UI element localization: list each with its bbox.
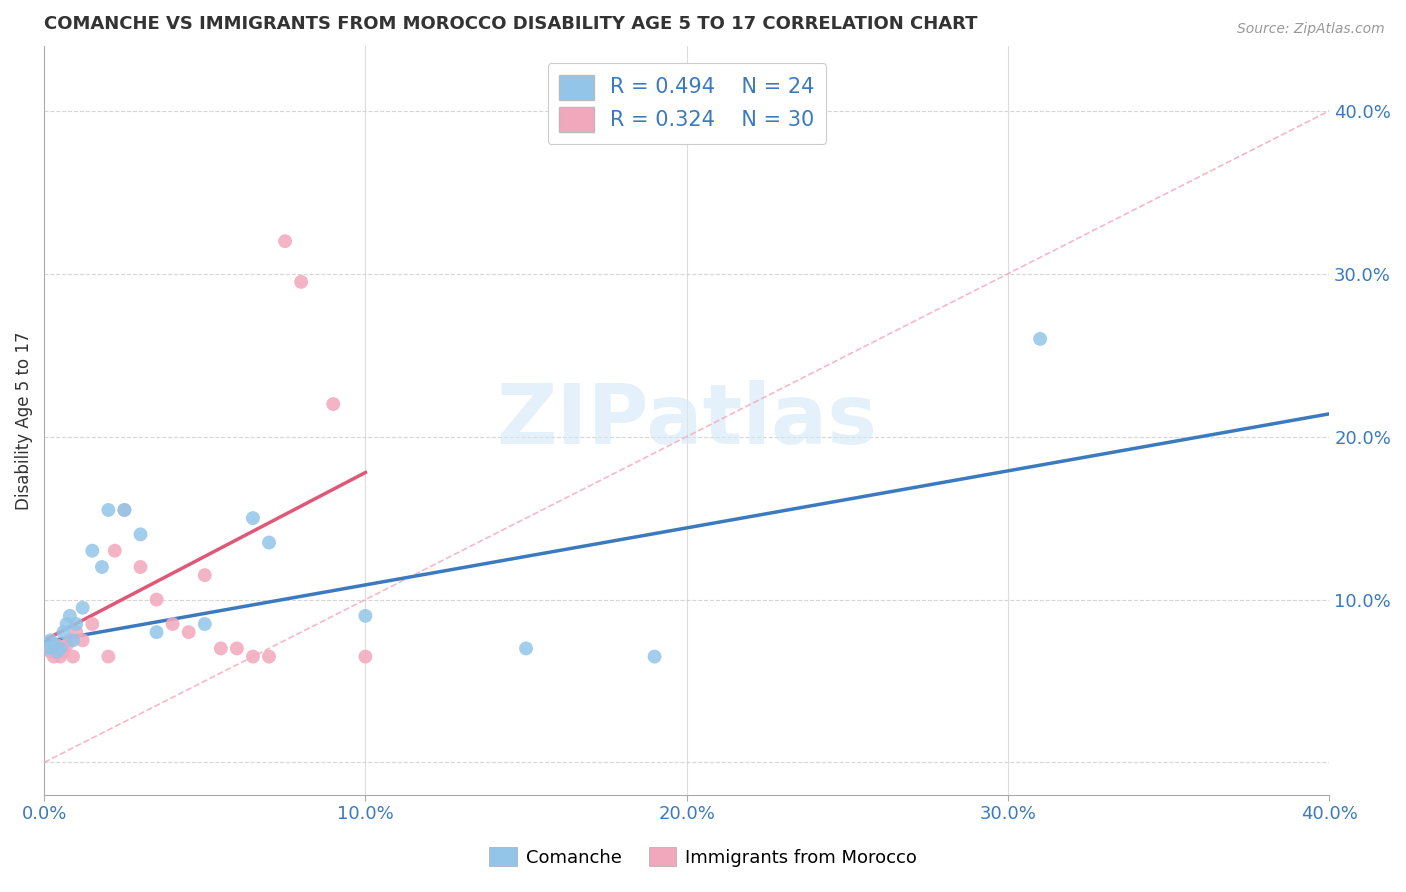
- Point: [82, 543, 104, 558]
- Point: [114, 503, 136, 517]
- Point: [97, 503, 120, 517]
- Point: [72, 600, 94, 615]
- Point: [257, 649, 280, 664]
- Point: [39, 645, 62, 659]
- Point: [59, 608, 82, 623]
- Point: [46, 645, 69, 659]
- Point: [290, 275, 312, 289]
- Point: [59, 633, 82, 648]
- Point: [65, 617, 87, 632]
- Legend: Comanche, Immigrants from Morocco: Comanche, Immigrants from Morocco: [482, 840, 924, 874]
- Point: [322, 397, 344, 411]
- Point: [145, 592, 167, 607]
- Point: [162, 617, 184, 632]
- Point: [52, 625, 75, 640]
- Point: [209, 641, 232, 656]
- Point: [129, 527, 152, 541]
- Point: [242, 511, 264, 525]
- Point: [49, 649, 72, 664]
- Point: [104, 543, 127, 558]
- Point: [49, 641, 72, 656]
- Point: [46, 638, 69, 652]
- Point: [1029, 332, 1052, 346]
- Point: [97, 649, 120, 664]
- Point: [62, 649, 84, 664]
- Point: [194, 568, 217, 582]
- Point: [82, 617, 104, 632]
- Text: Source: ZipAtlas.com: Source: ZipAtlas.com: [1237, 22, 1385, 37]
- Point: [644, 649, 666, 664]
- Point: [225, 641, 247, 656]
- Point: [49, 641, 72, 656]
- Point: [72, 633, 94, 648]
- Point: [62, 633, 84, 648]
- Y-axis label: Disability Age 5 to 17: Disability Age 5 to 17: [15, 331, 32, 509]
- Point: [37, 641, 59, 656]
- Point: [65, 625, 87, 640]
- Point: [194, 617, 217, 632]
- Point: [37, 641, 59, 656]
- Point: [145, 625, 167, 640]
- Point: [55, 638, 77, 652]
- Point: [39, 633, 62, 648]
- Point: [274, 234, 297, 248]
- Point: [354, 608, 377, 623]
- Point: [515, 641, 537, 656]
- Legend: R = 0.494    N = 24, R = 0.324    N = 30: R = 0.494 N = 24, R = 0.324 N = 30: [547, 62, 825, 144]
- Text: COMANCHE VS IMMIGRANTS FROM MOROCCO DISABILITY AGE 5 TO 17 CORRELATION CHART: COMANCHE VS IMMIGRANTS FROM MOROCCO DISA…: [44, 15, 977, 33]
- Point: [114, 503, 136, 517]
- Point: [257, 535, 280, 549]
- Point: [42, 649, 65, 664]
- Point: [52, 645, 75, 659]
- Point: [177, 625, 200, 640]
- Text: ZIPatlas: ZIPatlas: [496, 380, 877, 461]
- Point: [91, 560, 114, 574]
- Point: [242, 649, 264, 664]
- Point: [42, 638, 65, 652]
- Point: [42, 641, 65, 656]
- Point: [129, 560, 152, 574]
- Point: [55, 617, 77, 632]
- Point: [354, 649, 377, 664]
